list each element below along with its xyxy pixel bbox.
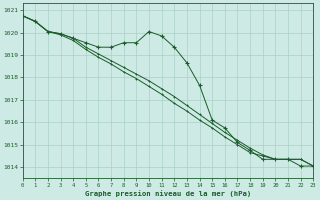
X-axis label: Graphe pression niveau de la mer (hPa): Graphe pression niveau de la mer (hPa) <box>85 190 251 197</box>
